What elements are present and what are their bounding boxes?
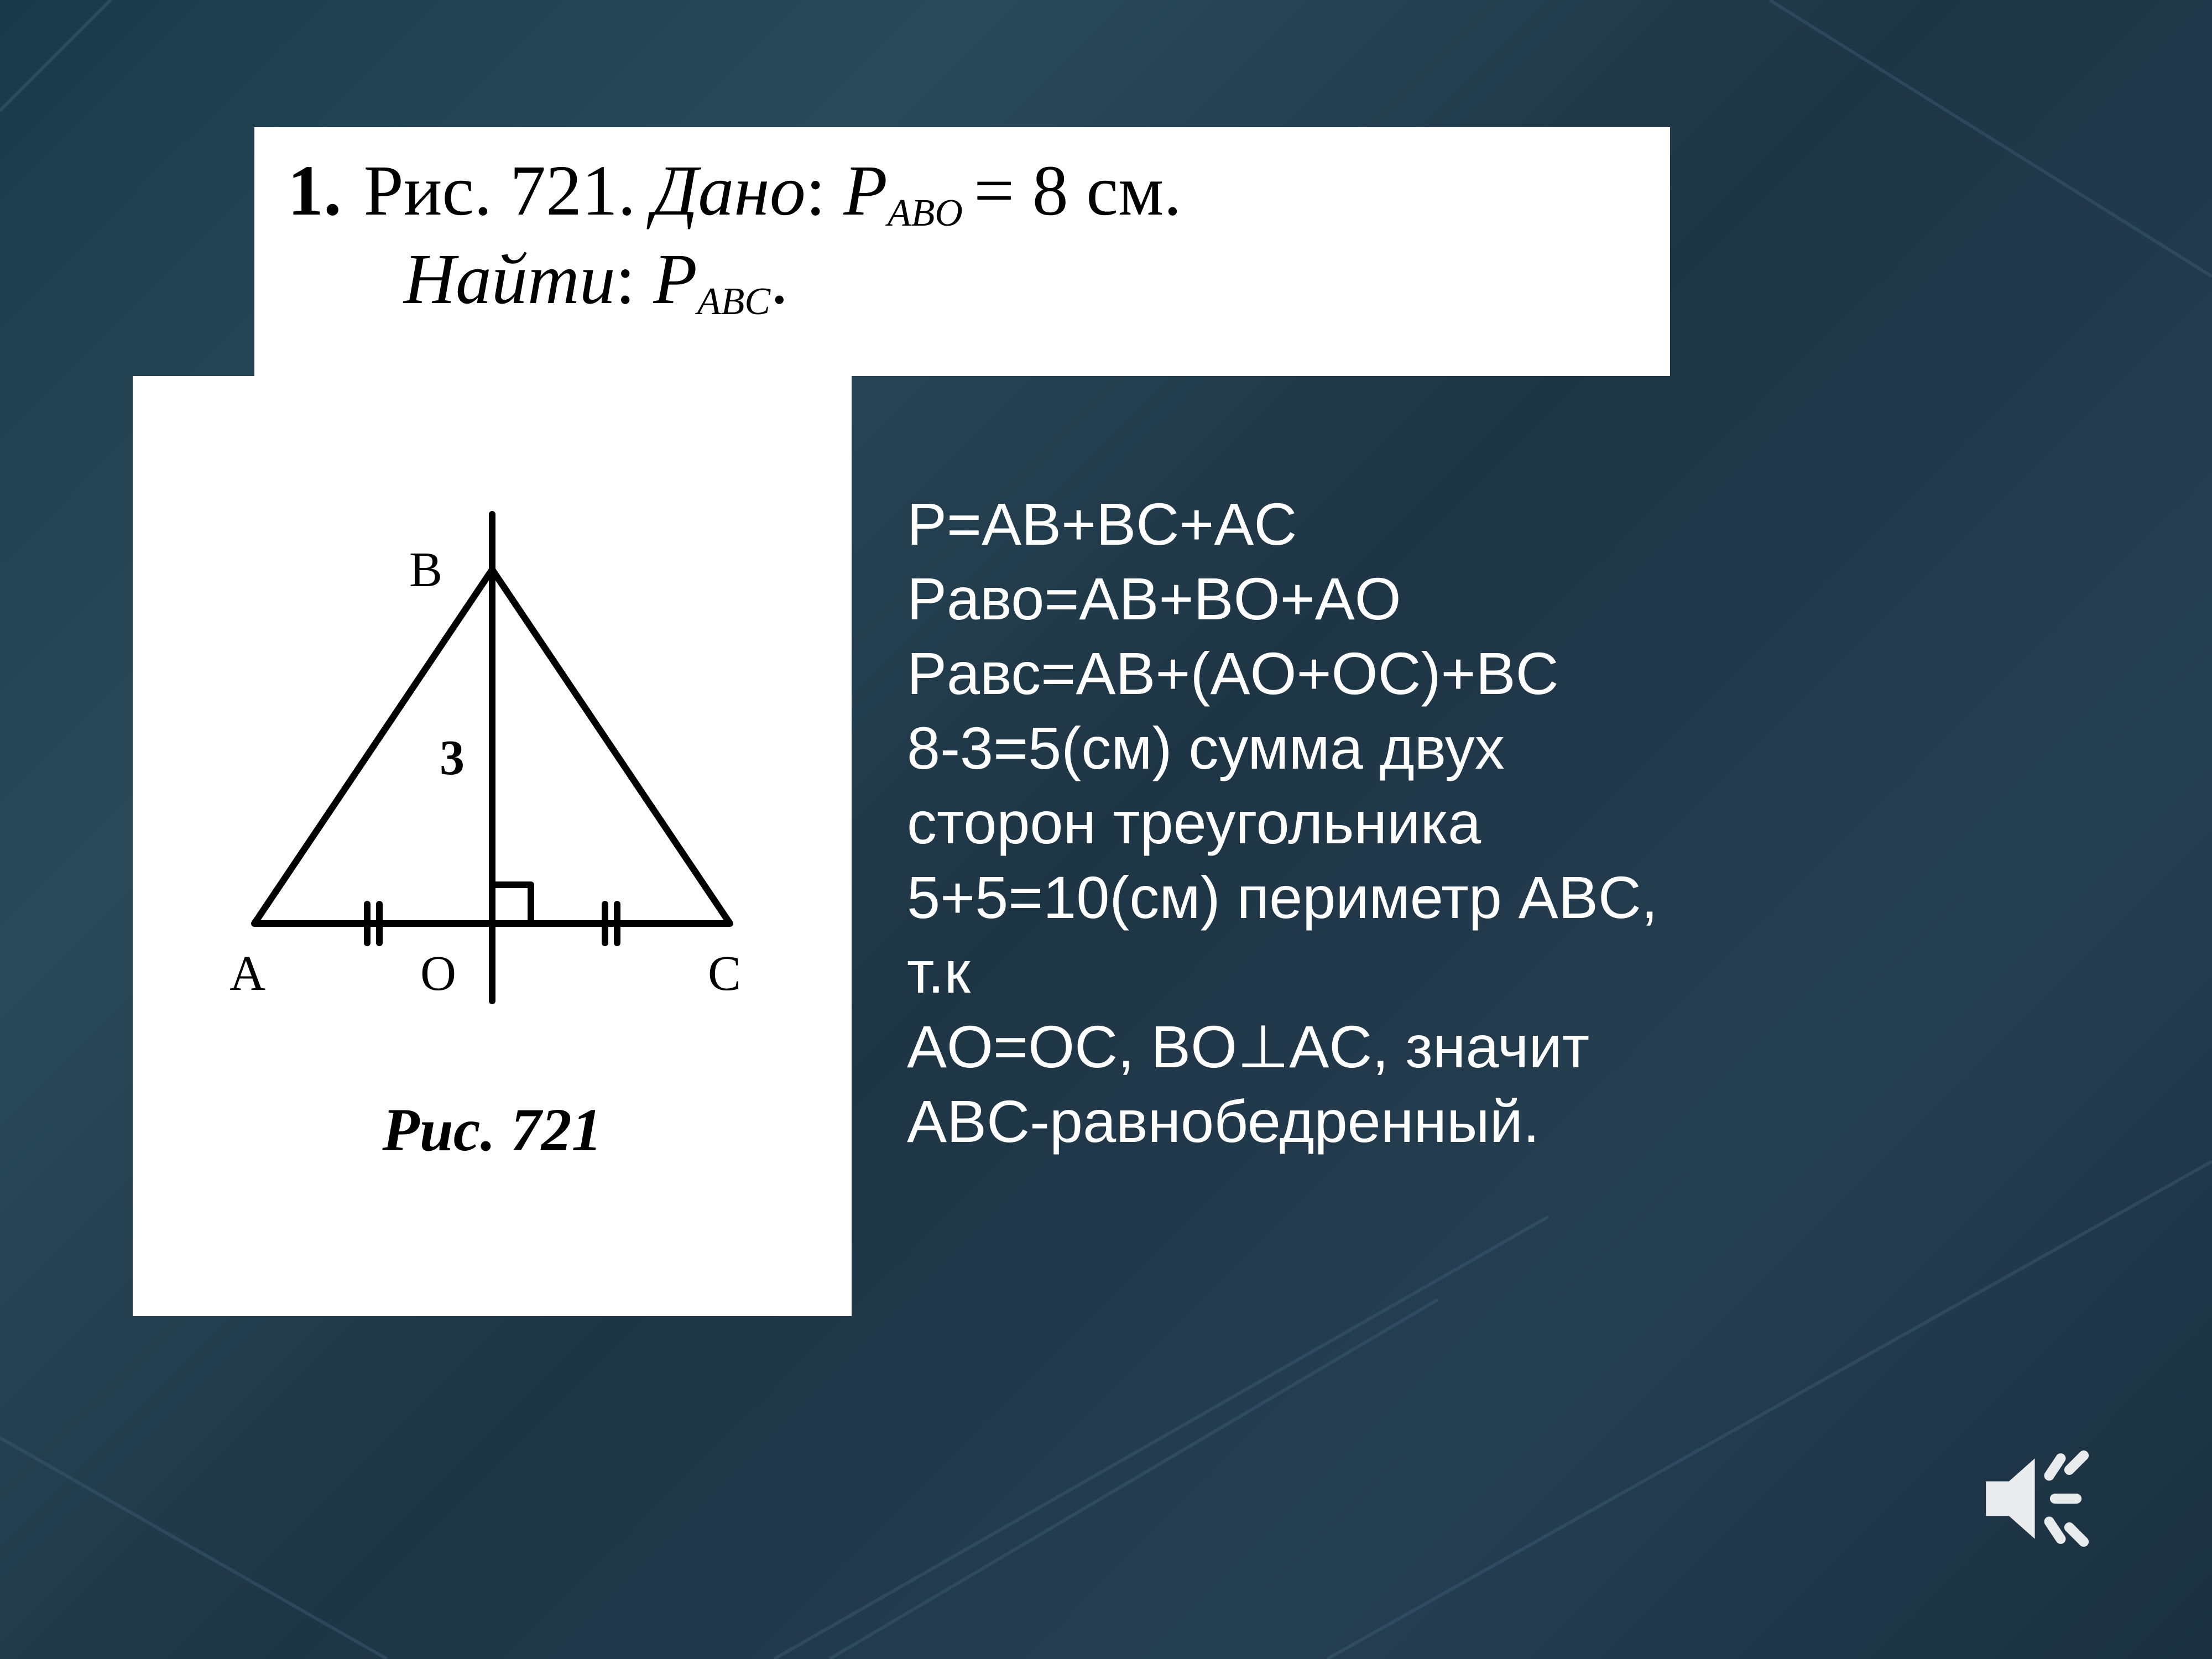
figure-reference: Рис. 721. <box>364 149 636 232</box>
segment-length-bo: 3 <box>440 731 465 785</box>
given-value: = 8 см. <box>974 149 1182 232</box>
find-label: Найти <box>404 238 615 321</box>
find-suffix: . <box>770 238 789 321</box>
solution-line: ABC-равнобедренный. <box>907 1084 2068 1159</box>
problem-number: 1. <box>288 149 342 232</box>
triangle-diagram: B A O C 3 <box>188 453 796 1062</box>
problem-line-2: Найти: PABC. <box>288 238 1637 321</box>
vertex-label-c: C <box>708 946 741 1001</box>
vertex-label-a: A <box>229 946 265 1001</box>
solution-line: 5+5=10(см) периметр ABC, <box>907 860 2068 935</box>
solution-line: AO=OC, BO⊥AC, значит <box>907 1009 2068 1084</box>
find-variable: P <box>653 238 697 321</box>
solution-line: Pаво=AB+BO+AO <box>907 561 2068 636</box>
find-subscript: ABC <box>697 280 770 324</box>
given-label: Дано <box>653 149 806 232</box>
solution-line: сторон треугольника <box>907 785 2068 860</box>
given-variable: P <box>843 149 887 232</box>
problem-statement: 1. Рис. 721. Дано: PABO = 8 см. Найти: P… <box>254 127 1670 376</box>
problem-line-1: 1. Рис. 721. Дано: PABO = 8 см. <box>288 149 1637 232</box>
solution-line: Pавс=AB+(AO+OC)+BC <box>907 636 2068 711</box>
vertex-label-b: B <box>409 542 442 597</box>
vertex-label-o: O <box>420 946 456 1001</box>
given-subscript: ABO <box>888 191 963 236</box>
solution-line: P=AB+BC+AC <box>907 487 2068 561</box>
audio-icon[interactable] <box>1969 1427 2112 1571</box>
figure-panel: B A O C 3 Рис. 721 <box>133 376 852 1316</box>
figure-caption: Рис. 721 <box>133 1095 852 1165</box>
solution-block: P=AB+BC+AC Pаво=AB+BO+AO Pавс=AB+(AO+OC)… <box>907 487 2068 1159</box>
solution-line: 8-3=5(см) сумма двух <box>907 711 2068 785</box>
solution-line: т.к <box>907 935 2068 1009</box>
